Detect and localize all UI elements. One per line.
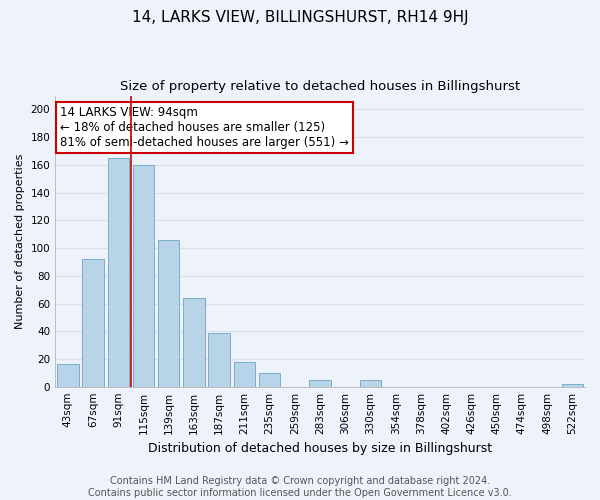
Bar — [233, 362, 255, 386]
Bar — [158, 240, 179, 386]
Bar — [57, 364, 79, 386]
Text: 14 LARKS VIEW: 94sqm
← 18% of detached houses are smaller (125)
81% of semi-deta: 14 LARKS VIEW: 94sqm ← 18% of detached h… — [61, 106, 349, 148]
Y-axis label: Number of detached properties: Number of detached properties — [15, 154, 25, 329]
X-axis label: Distribution of detached houses by size in Billingshurst: Distribution of detached houses by size … — [148, 442, 492, 455]
Bar — [82, 259, 104, 386]
Title: Size of property relative to detached houses in Billingshurst: Size of property relative to detached ho… — [120, 80, 520, 93]
Bar — [562, 384, 583, 386]
Bar — [208, 332, 230, 386]
Bar — [360, 380, 381, 386]
Bar — [259, 373, 280, 386]
Text: Contains HM Land Registry data © Crown copyright and database right 2024.
Contai: Contains HM Land Registry data © Crown c… — [88, 476, 512, 498]
Bar — [107, 158, 129, 386]
Bar — [183, 298, 205, 386]
Bar — [310, 380, 331, 386]
Bar — [133, 165, 154, 386]
Text: 14, LARKS VIEW, BILLINGSHURST, RH14 9HJ: 14, LARKS VIEW, BILLINGSHURST, RH14 9HJ — [131, 10, 469, 25]
